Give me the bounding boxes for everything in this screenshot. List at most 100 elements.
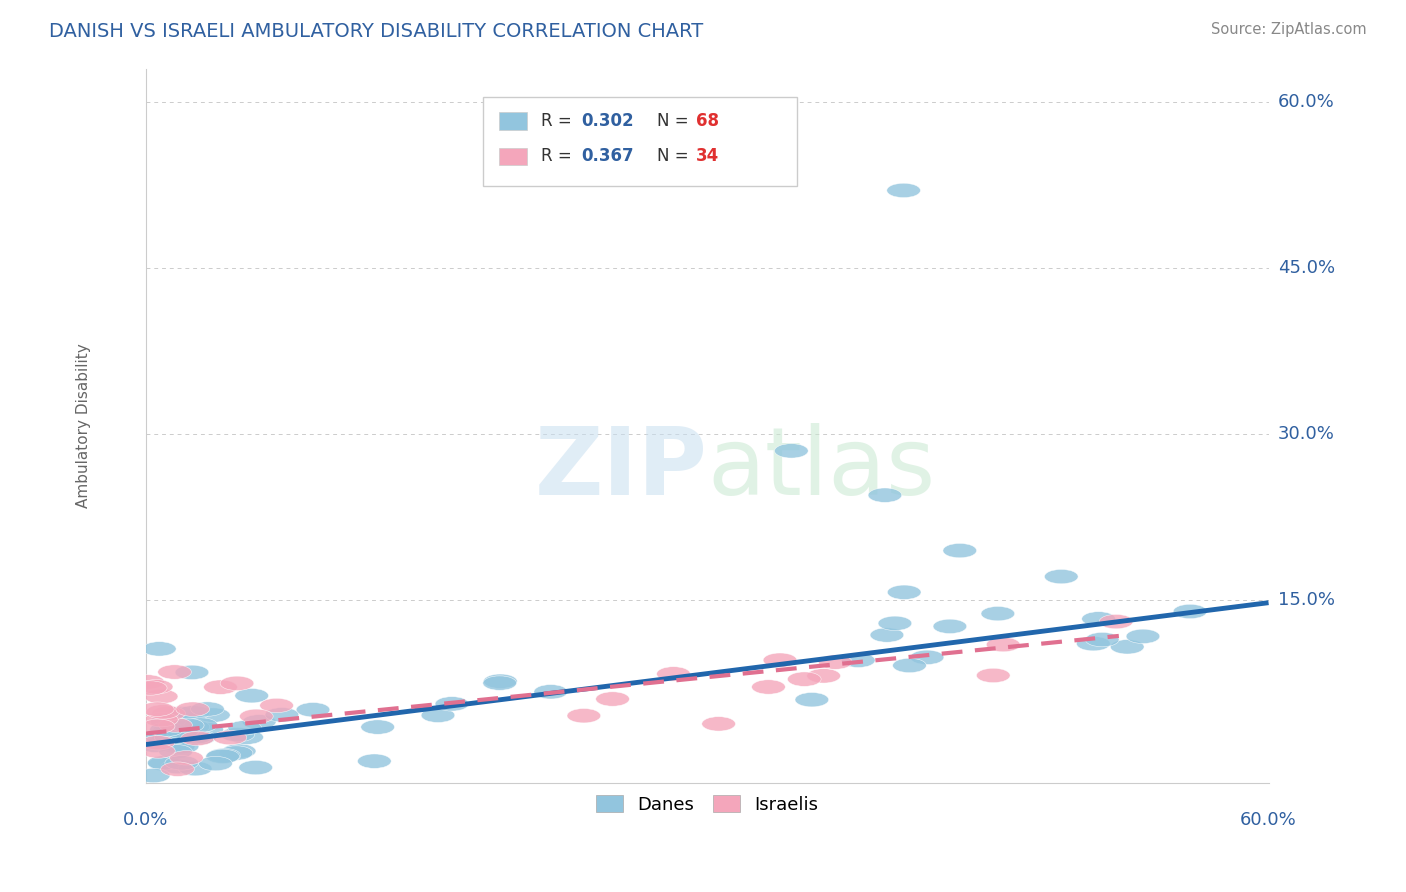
- Ellipse shape: [1081, 612, 1115, 626]
- Ellipse shape: [943, 543, 977, 558]
- Ellipse shape: [868, 488, 901, 502]
- Text: DANISH VS ISRAELI AMBULATORY DISABILITY CORRELATION CHART: DANISH VS ISRAELI AMBULATORY DISABILITY …: [49, 22, 703, 41]
- Ellipse shape: [222, 744, 256, 758]
- Ellipse shape: [484, 674, 517, 689]
- Ellipse shape: [162, 715, 195, 731]
- Ellipse shape: [145, 690, 179, 704]
- Ellipse shape: [157, 665, 191, 679]
- Text: R =: R =: [541, 147, 576, 165]
- Text: N =: N =: [657, 147, 693, 165]
- Ellipse shape: [145, 713, 179, 727]
- Ellipse shape: [176, 720, 209, 734]
- Ellipse shape: [176, 702, 209, 716]
- Ellipse shape: [155, 731, 188, 745]
- Ellipse shape: [142, 744, 176, 758]
- Ellipse shape: [149, 728, 183, 742]
- Text: Source: ZipAtlas.com: Source: ZipAtlas.com: [1211, 22, 1367, 37]
- Ellipse shape: [176, 665, 208, 680]
- Ellipse shape: [934, 619, 967, 633]
- Ellipse shape: [165, 739, 198, 754]
- Ellipse shape: [134, 681, 167, 695]
- Ellipse shape: [141, 719, 174, 733]
- Ellipse shape: [221, 728, 254, 742]
- Ellipse shape: [242, 714, 276, 729]
- Text: 34: 34: [696, 147, 718, 165]
- Ellipse shape: [180, 731, 214, 746]
- Ellipse shape: [138, 738, 172, 753]
- Ellipse shape: [152, 706, 186, 721]
- Ellipse shape: [153, 723, 187, 737]
- Ellipse shape: [879, 616, 911, 631]
- Ellipse shape: [146, 705, 180, 719]
- Ellipse shape: [131, 674, 165, 690]
- Ellipse shape: [165, 706, 198, 721]
- Ellipse shape: [361, 720, 395, 734]
- Ellipse shape: [150, 714, 184, 729]
- Ellipse shape: [976, 668, 1010, 682]
- FancyBboxPatch shape: [499, 147, 527, 165]
- Ellipse shape: [752, 680, 786, 694]
- Ellipse shape: [197, 708, 231, 723]
- Ellipse shape: [297, 703, 330, 717]
- Text: 45.0%: 45.0%: [1278, 259, 1336, 277]
- Text: 60.0%: 60.0%: [1240, 811, 1296, 829]
- FancyBboxPatch shape: [499, 112, 527, 129]
- Ellipse shape: [567, 708, 600, 723]
- Ellipse shape: [183, 731, 217, 745]
- Ellipse shape: [239, 760, 273, 775]
- Ellipse shape: [207, 748, 240, 763]
- Ellipse shape: [702, 716, 735, 731]
- Ellipse shape: [260, 698, 294, 713]
- Ellipse shape: [141, 702, 174, 716]
- Ellipse shape: [170, 718, 204, 732]
- Text: 60.0%: 60.0%: [1278, 93, 1334, 111]
- Ellipse shape: [1077, 637, 1111, 651]
- Ellipse shape: [910, 650, 943, 665]
- Ellipse shape: [139, 680, 173, 694]
- Ellipse shape: [160, 759, 194, 773]
- Text: 0.302: 0.302: [581, 112, 634, 129]
- Ellipse shape: [162, 718, 195, 732]
- Ellipse shape: [763, 653, 797, 667]
- Ellipse shape: [229, 730, 263, 745]
- Legend: Danes, Israelis: Danes, Israelis: [589, 788, 825, 821]
- Ellipse shape: [136, 768, 170, 783]
- Ellipse shape: [266, 707, 298, 722]
- Ellipse shape: [841, 653, 875, 667]
- Ellipse shape: [1111, 640, 1144, 654]
- Ellipse shape: [148, 756, 181, 771]
- Ellipse shape: [142, 641, 176, 657]
- Ellipse shape: [165, 724, 198, 739]
- Ellipse shape: [145, 730, 179, 745]
- Ellipse shape: [170, 751, 204, 765]
- Ellipse shape: [221, 676, 254, 690]
- Ellipse shape: [205, 749, 239, 764]
- Ellipse shape: [1173, 604, 1206, 619]
- Ellipse shape: [1099, 615, 1133, 629]
- Ellipse shape: [1045, 569, 1078, 583]
- Text: 68: 68: [696, 112, 718, 129]
- Ellipse shape: [357, 754, 391, 768]
- Ellipse shape: [228, 721, 262, 735]
- Text: R =: R =: [541, 112, 576, 129]
- Ellipse shape: [657, 666, 690, 681]
- Ellipse shape: [1126, 629, 1160, 643]
- Ellipse shape: [160, 762, 194, 776]
- Ellipse shape: [162, 739, 195, 754]
- Ellipse shape: [184, 718, 218, 732]
- Ellipse shape: [190, 723, 224, 737]
- Ellipse shape: [179, 730, 212, 744]
- Ellipse shape: [159, 718, 193, 732]
- Ellipse shape: [159, 745, 193, 759]
- Ellipse shape: [191, 702, 224, 716]
- Text: Ambulatory Disability: Ambulatory Disability: [76, 343, 91, 508]
- Ellipse shape: [148, 756, 181, 770]
- Ellipse shape: [141, 736, 174, 750]
- Ellipse shape: [434, 697, 468, 711]
- Ellipse shape: [150, 723, 183, 737]
- Text: 30.0%: 30.0%: [1278, 425, 1334, 443]
- Ellipse shape: [818, 655, 852, 669]
- Text: 0.367: 0.367: [581, 147, 634, 165]
- Ellipse shape: [787, 672, 821, 686]
- Text: N =: N =: [657, 112, 693, 129]
